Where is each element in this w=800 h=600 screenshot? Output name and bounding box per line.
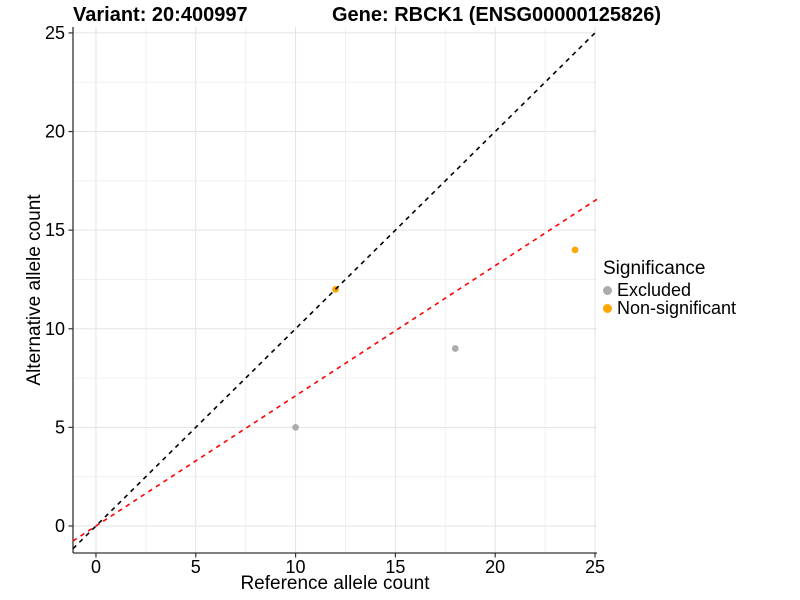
expected-ratio-line bbox=[72, 198, 598, 542]
major-gridlines bbox=[73, 27, 597, 553]
identity-line bbox=[72, 30, 598, 550]
plot-title-variant: Variant: 20:400997 bbox=[73, 4, 248, 26]
data-point bbox=[571, 246, 579, 254]
y-tick-label: 5 bbox=[55, 417, 65, 437]
data-point bbox=[292, 423, 299, 431]
data-point bbox=[451, 345, 459, 352]
y-tick-label: 25 bbox=[45, 23, 65, 43]
legend-title: Significance bbox=[603, 258, 706, 279]
axis-ticks bbox=[68, 32, 596, 558]
axis-lines bbox=[72, 27, 597, 554]
y-tick-label: 15 bbox=[45, 220, 65, 240]
y-tick-label: 10 bbox=[45, 319, 65, 339]
x-tick-label: 10 bbox=[286, 557, 306, 577]
legend-items: Excluded Non-significant bbox=[603, 279, 737, 318]
y-axis-title: Alternative allele count bbox=[24, 194, 45, 386]
y-tick-label: 0 bbox=[55, 516, 65, 536]
legend-swatch-dot bbox=[603, 285, 612, 295]
x-tick-label: 0 bbox=[91, 557, 101, 577]
legend: Significance Excluded Non-significant bbox=[603, 258, 737, 318]
y-tick-label: 20 bbox=[45, 122, 65, 142]
minor-gridlines bbox=[73, 27, 597, 553]
x-tick-label: 25 bbox=[585, 557, 605, 577]
x-tick-label: 5 bbox=[191, 557, 201, 577]
legend-item: Non-significant bbox=[603, 297, 737, 318]
series-excluded bbox=[292, 345, 459, 431]
legend-swatch-dot bbox=[603, 303, 612, 313]
x-tick-label: 20 bbox=[485, 557, 505, 577]
series-non-significant bbox=[332, 246, 579, 293]
x-axis-title: Reference allele count bbox=[240, 573, 430, 594]
tick-labels: 0 5 10 15 20 25 0 5 10 15 20 25 bbox=[45, 23, 605, 577]
x-tick-label: 15 bbox=[385, 557, 405, 577]
plot-title-gene: Gene: RBCK1 (ENSG00000125826) bbox=[332, 4, 662, 26]
legend-item: Excluded bbox=[603, 279, 736, 300]
legend-item-label: Excluded bbox=[617, 279, 692, 300]
legend-item-label: Non-significant bbox=[617, 297, 737, 318]
